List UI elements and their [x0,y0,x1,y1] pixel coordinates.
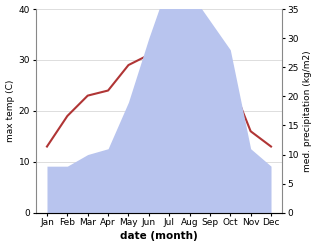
Y-axis label: max temp (C): max temp (C) [5,80,15,142]
X-axis label: date (month): date (month) [120,231,198,242]
Y-axis label: med. precipitation (kg/m2): med. precipitation (kg/m2) [303,50,313,172]
